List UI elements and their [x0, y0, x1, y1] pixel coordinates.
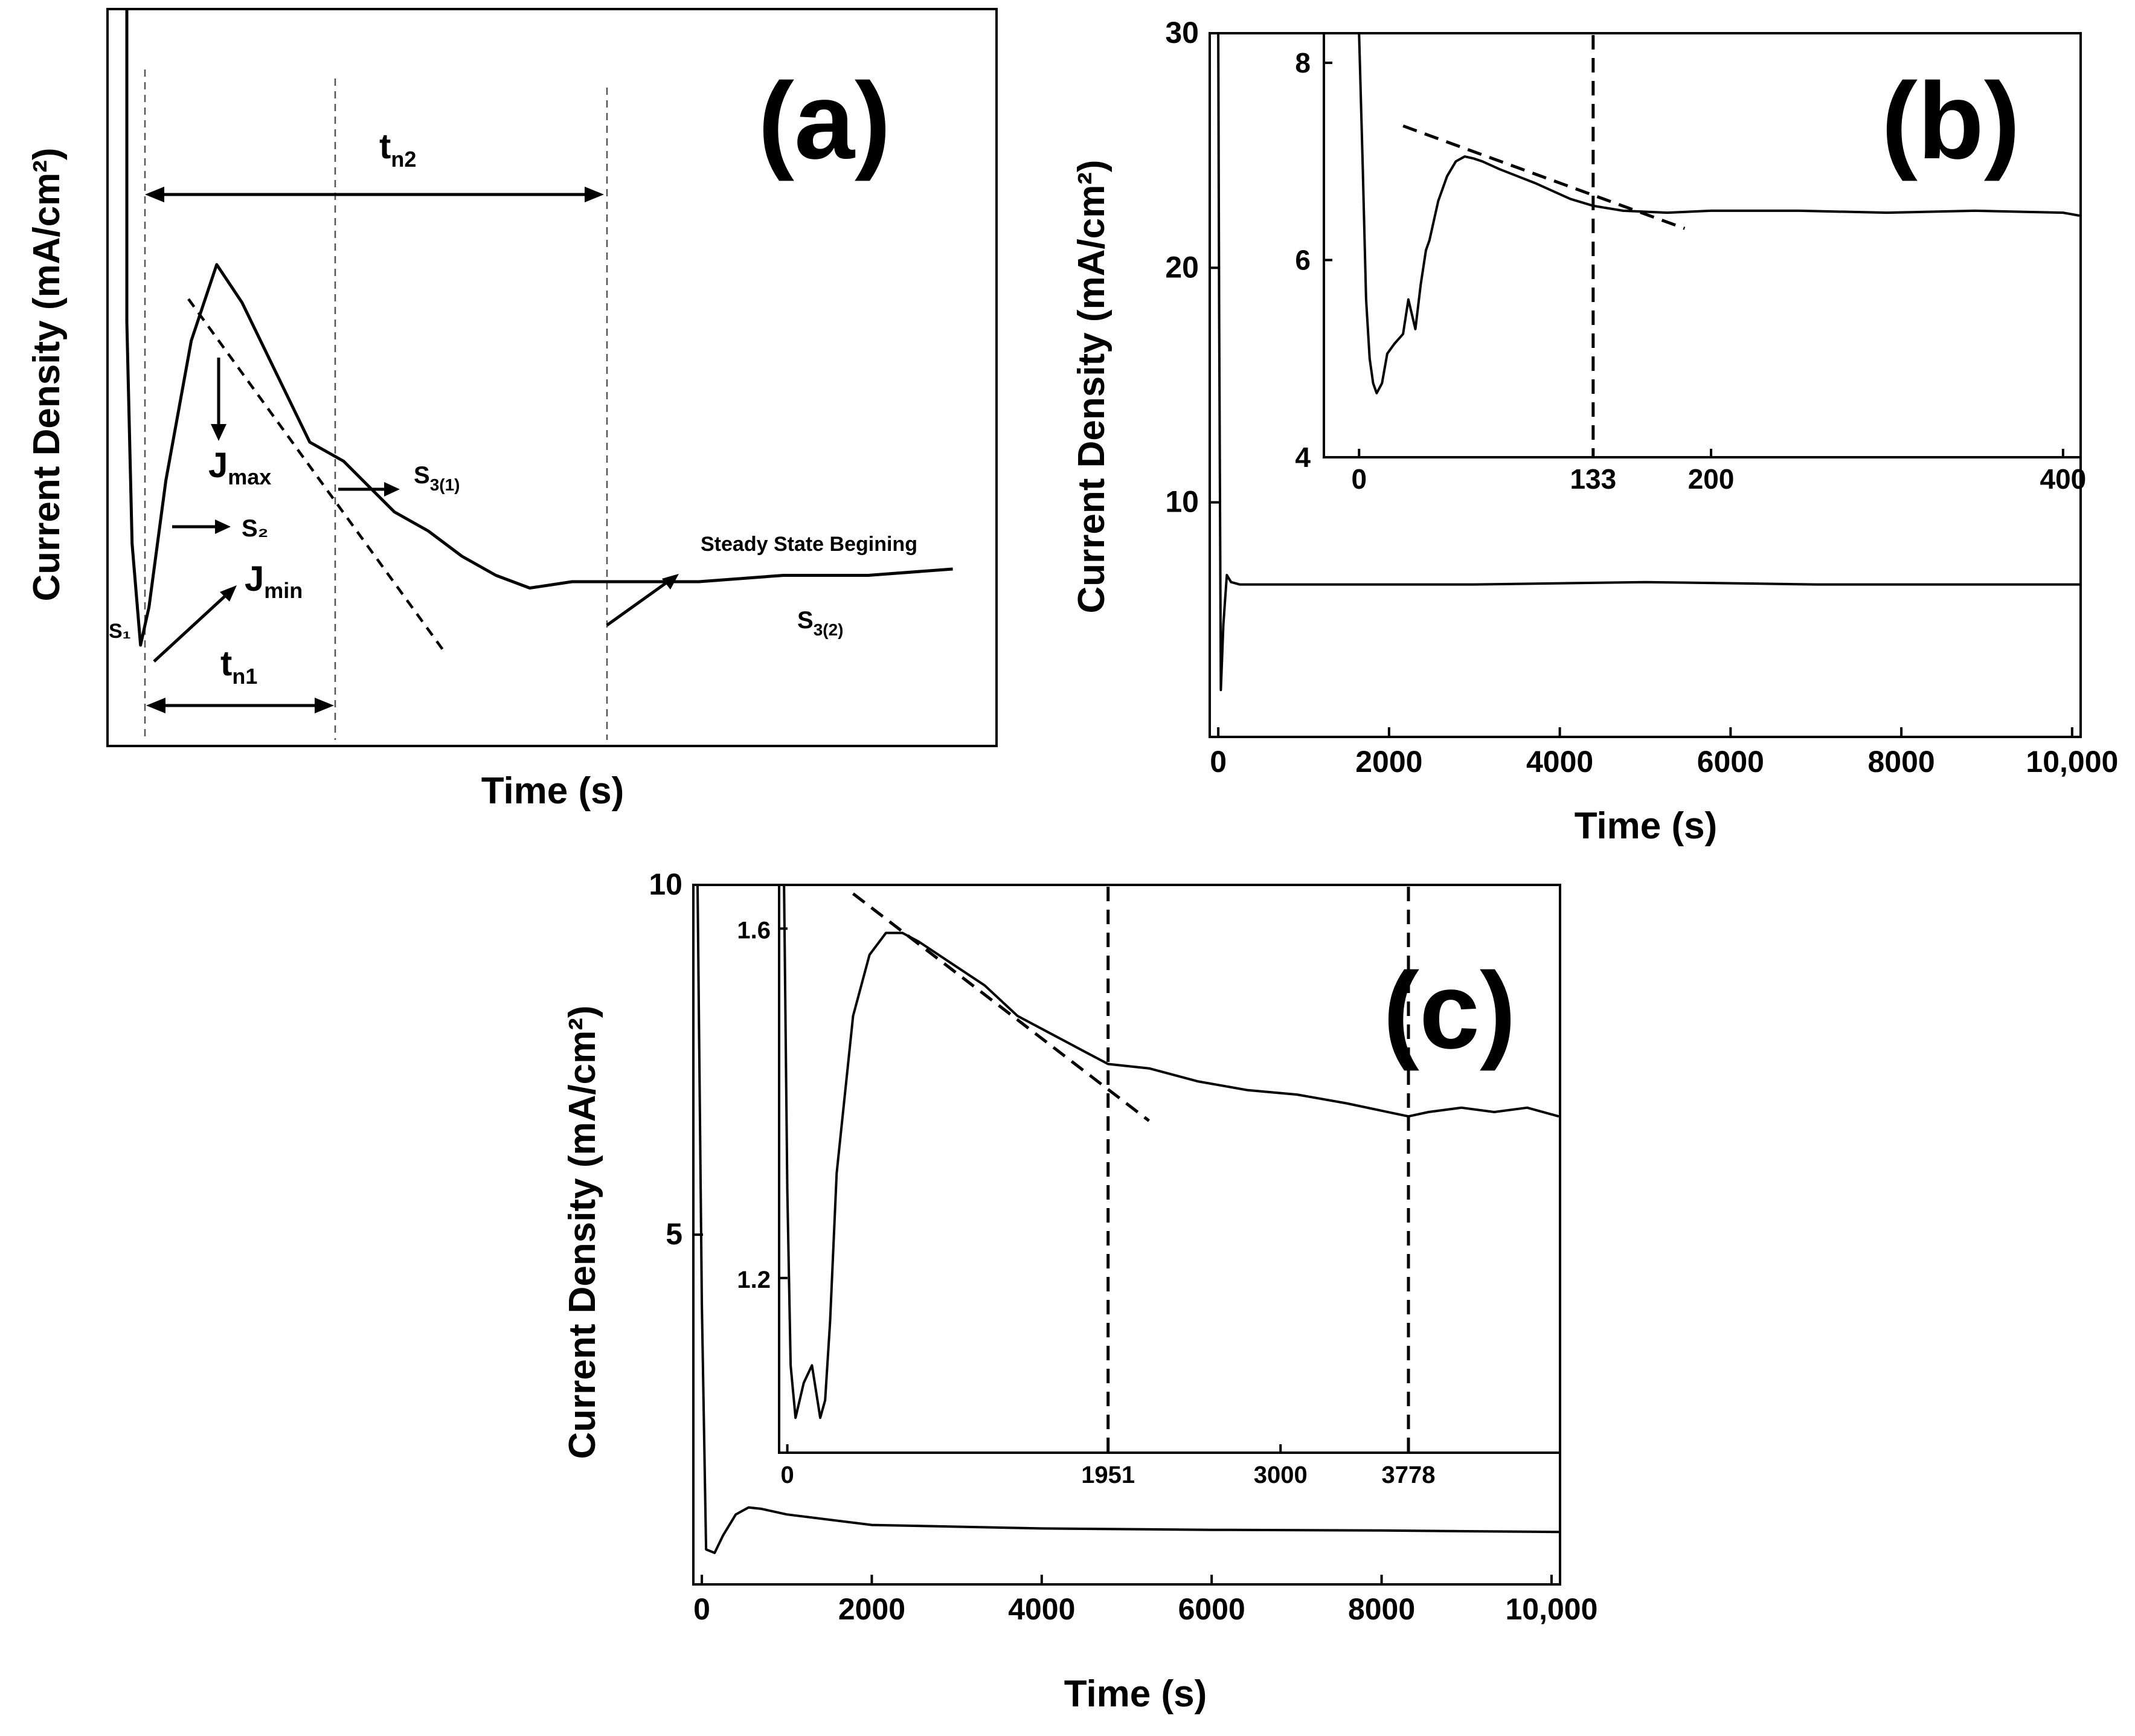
b-inset-y-tick-label: 6 — [1295, 244, 1311, 275]
panel-c-label: (c) — [1383, 950, 1516, 1072]
tn1-label: tn1 — [220, 644, 257, 689]
b-y-tick-label: 20 — [1165, 250, 1199, 284]
c-inset-tangent-line — [852, 892, 1150, 1122]
b-inset-bg — [1324, 33, 2081, 457]
c-inset-x-ticks: 0 1951 3000 3778 — [780, 1444, 1436, 1488]
b-x-tick-label: 4000 — [1526, 745, 1593, 779]
c-inset-x-tick-label: 3778 — [1382, 1462, 1436, 1488]
a-x-axis-title: Time (s) — [481, 770, 624, 812]
c-inset-dashed-lines — [1106, 887, 1410, 1451]
s2-arrow — [172, 519, 231, 534]
s2-label: S₂ — [242, 515, 268, 542]
b-inset-curve — [1358, 34, 2080, 394]
tn2-arrow — [145, 187, 604, 202]
b-inset-y-tick-label: 4 — [1295, 442, 1311, 473]
panel-b-label: (b) — [1881, 60, 2020, 182]
b-y-tick-label: 30 — [1165, 16, 1199, 50]
b-inset-x-tick-label: 200 — [1688, 463, 1735, 495]
c-inset-y-tick-label: 1.6 — [737, 917, 771, 944]
b-x-tick-label: 2000 — [1355, 745, 1422, 779]
c-inset-x-tick-label: 0 — [780, 1462, 794, 1488]
jmin-arrow — [153, 585, 237, 663]
c-x-tick-label: 2000 — [838, 1592, 905, 1626]
s1-label: S₁ — [109, 620, 131, 643]
b-y-tick-label: 10 — [1165, 485, 1199, 519]
c-inset-bg — [779, 885, 1560, 1453]
c-inset-frame — [778, 884, 1561, 1454]
a-tangent-line — [187, 298, 445, 652]
c-x-tick-label: 10,000 — [1505, 1592, 1597, 1626]
s31-label: S3(1) — [414, 462, 460, 494]
c-inset-y-tick-label: 1.2 — [737, 1267, 771, 1293]
c-main-curve — [696, 886, 1559, 1554]
b-x-tick-label: 10,000 — [2026, 745, 2118, 779]
a-y-axis-title: Current Density (mA/cm²) — [26, 148, 68, 602]
c-y-axis-title: Current Density (mA/cm²) — [562, 1006, 603, 1459]
b-inset-y-tick-label: 8 — [1295, 47, 1311, 79]
steady-state-arrow — [606, 574, 679, 627]
b-inset-x-tick-label: 0 — [1351, 463, 1367, 495]
c-x-tick-label: 8000 — [1348, 1592, 1415, 1626]
s32-label: S3(2) — [797, 607, 843, 639]
tn2-label: tn2 — [379, 127, 416, 172]
b-inset-x-tick-label: 400 — [2040, 463, 2086, 495]
panel-a-label: (a) — [758, 60, 891, 182]
panel-a: (a) tn2 tn1 Jmax — [26, 8, 998, 812]
b-x-tick-label: 8000 — [1868, 745, 1935, 779]
c-x-tick-label: 6000 — [1178, 1592, 1245, 1626]
b-x-tick-label: 0 — [1210, 745, 1227, 779]
b-inset-frame — [1323, 32, 2082, 458]
c-x-tick-label: 0 — [693, 1592, 710, 1626]
jmax-label: Jmax — [208, 446, 271, 489]
b-inset-x-tick-label: 133 — [1570, 463, 1616, 495]
tn1-arrow — [146, 698, 334, 713]
c-y-ticks: 5 10 — [649, 867, 703, 1251]
c-x-axis-title: Time (s) — [1064, 1673, 1207, 1715]
c-x-ticks: 0 2000 4000 6000 8000 10,000 — [693, 1575, 1597, 1626]
panel-a-frame — [106, 8, 998, 747]
steady-state-label: Steady State Begining — [701, 533, 917, 556]
b-y-ticks: 10 20 30 — [1165, 16, 1219, 519]
s31-arrow — [338, 482, 400, 497]
c-y-tick-label: 10 — [649, 867, 682, 901]
c-x-tick-label: 4000 — [1008, 1592, 1075, 1626]
b-x-axis-title: Time (s) — [1575, 805, 1718, 847]
b-x-tick-label: 6000 — [1697, 745, 1764, 779]
panel-c: 0 2000 4000 6000 8000 10,000 5 10 0 1951 3000 377… — [562, 867, 1597, 1715]
c-inset-x-tick-label: 3000 — [1254, 1462, 1308, 1488]
jmin-label: Jmin — [245, 559, 303, 603]
jmax-arrow — [211, 358, 226, 441]
c-inset-y-ticks: 1.2 1.6 — [737, 917, 788, 1293]
c-y-tick-label: 5 — [666, 1217, 682, 1251]
b-inset-tangent-line — [1402, 124, 1686, 230]
c-inset-x-tick-label: 1951 — [1081, 1462, 1135, 1488]
b-main-curve — [1217, 34, 2079, 692]
a-schematic-curve — [125, 10, 953, 647]
b-inset-y-ticks: 4 6 8 — [1295, 47, 1332, 473]
b-y-axis-title: Current Density (mA/cm²) — [1071, 160, 1112, 614]
b-inset-x-ticks: 0 133 200 400 — [1351, 449, 2086, 495]
c-inset-curve — [783, 886, 1559, 1419]
b-x-ticks: 0 2000 4000 6000 8000 10,000 — [1210, 727, 2118, 779]
